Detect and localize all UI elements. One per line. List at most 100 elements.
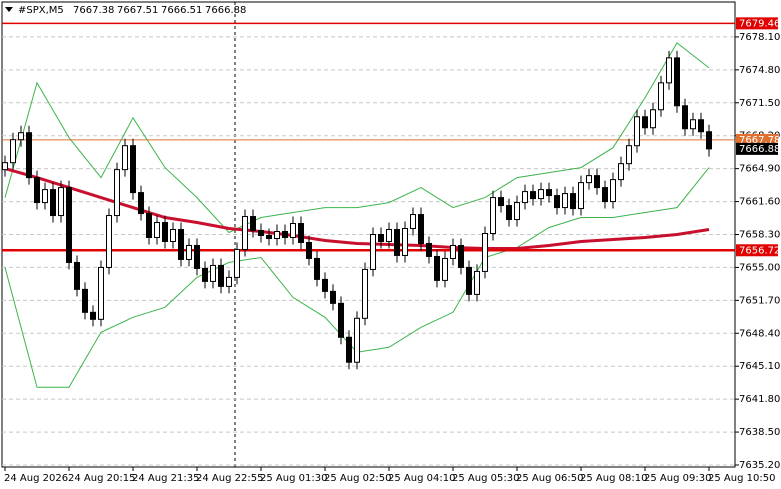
candle-body <box>50 189 56 217</box>
price-tag-label: 7656.72 <box>739 245 780 256</box>
candle-body <box>698 119 704 133</box>
candle-body <box>442 257 448 281</box>
candle-body <box>418 214 424 244</box>
candle-body <box>330 290 336 304</box>
candle-body <box>338 302 344 338</box>
candle-body <box>602 187 608 203</box>
candle-body <box>530 191 536 200</box>
candle-body <box>658 82 664 111</box>
candle-body <box>506 205 512 221</box>
candle-body <box>210 264 216 282</box>
candle-body <box>458 244 464 268</box>
price-tag-label: 7666.88 <box>739 144 780 155</box>
y-tick-label: 7641.80 <box>739 394 780 405</box>
ohlc-value: 7666.51 <box>161 5 202 16</box>
candle-body <box>186 244 192 260</box>
x-tick-label: 25 Aug 06:50 <box>516 473 583 484</box>
candle-body <box>466 266 472 295</box>
candle-body <box>250 216 256 232</box>
candle-body <box>162 222 168 242</box>
candle-body <box>490 197 496 235</box>
y-tick-label: 7648.40 <box>739 328 780 339</box>
candle-body <box>386 229 392 242</box>
candle-body <box>298 223 304 243</box>
x-tick-label: 25 Aug 05:30 <box>452 473 519 484</box>
candle-body <box>226 276 232 287</box>
candle-body <box>74 261 80 290</box>
candle-body <box>90 311 96 320</box>
candle-body <box>18 132 24 141</box>
candle-body <box>218 264 224 287</box>
x-tick-label: 25 Aug 04:10 <box>388 473 455 484</box>
candle-body <box>522 191 528 204</box>
y-tick-label: 7671.50 <box>739 98 780 109</box>
candle-body <box>82 288 88 313</box>
candle-body <box>498 197 504 207</box>
y-tick-label: 7658.30 <box>739 230 780 241</box>
candle-body <box>146 213 152 238</box>
ohlc-value: 7667.51 <box>117 5 158 16</box>
candle-body <box>562 193 568 209</box>
candle-body <box>42 189 48 204</box>
candle-body <box>450 244 456 259</box>
price-tag <box>736 142 778 155</box>
x-tick-label: 24 Aug 21:35 <box>132 473 199 484</box>
x-tick-label: 24 Aug 2026 <box>4 473 68 484</box>
candle-body <box>266 234 272 239</box>
candle-body <box>690 119 696 130</box>
candle-body <box>66 187 72 263</box>
x-tick-label: 24 Aug 22:55 <box>196 473 263 484</box>
candle-body <box>594 175 600 189</box>
candle-body <box>682 105 688 130</box>
candle-body <box>674 57 680 107</box>
candle-body <box>114 169 120 217</box>
price-tag-label: 7679.46 <box>739 18 780 29</box>
candle-body <box>282 231 288 238</box>
candle-body <box>650 109 656 129</box>
y-tick-label: 7678.10 <box>739 32 780 43</box>
candle-body <box>634 116 640 147</box>
candle-body <box>106 215 112 268</box>
candle-body <box>154 222 160 238</box>
candle-body <box>370 234 376 270</box>
candle-body <box>474 270 480 295</box>
candle-body <box>290 223 296 238</box>
candle-body <box>242 216 248 250</box>
y-tick-label: 7661.60 <box>739 197 780 208</box>
candle-body <box>618 163 624 181</box>
candle-body <box>194 244 200 269</box>
price-tag <box>736 17 778 30</box>
candle-body <box>306 241 312 259</box>
candle-body <box>322 278 328 292</box>
candle-body <box>610 179 616 203</box>
y-tick-label: 7655.00 <box>739 262 780 273</box>
symbol: #SPX,M5 <box>18 5 64 16</box>
y-tick-label: 7664.90 <box>739 164 780 175</box>
candle-body <box>570 193 576 210</box>
price-tag <box>736 244 778 257</box>
candle-body <box>426 242 432 257</box>
x-tick-label: 25 Aug 10:50 <box>708 473 775 484</box>
candle-body <box>362 268 368 319</box>
x-tick-label: 25 Aug 01:30 <box>260 473 327 484</box>
candle-body <box>130 145 136 194</box>
candle-body <box>434 255 440 281</box>
y-tick-label: 7645.10 <box>739 361 780 372</box>
candle-body <box>578 182 584 210</box>
ohlc-value: 7667.38 <box>73 5 114 16</box>
x-tick-label: 24 Aug 20:15 <box>68 473 135 484</box>
candle-body <box>626 145 632 165</box>
candle-body <box>26 132 32 179</box>
candle-body <box>402 228 408 256</box>
candle-body <box>202 267 208 282</box>
candle-body <box>58 187 64 217</box>
candle-body <box>234 248 240 278</box>
indicator-line <box>4 42 710 234</box>
x-tick-label: 25 Aug 09:30 <box>644 473 711 484</box>
candle-body <box>346 336 352 363</box>
price-tag-label: 7667.78 <box>739 135 780 146</box>
candle-body <box>314 257 320 280</box>
indicator-line <box>4 167 710 250</box>
candle-body <box>2 162 8 171</box>
